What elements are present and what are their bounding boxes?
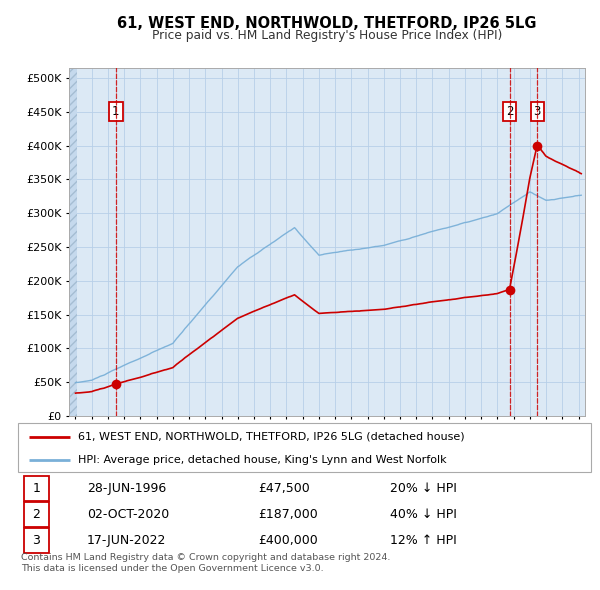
Text: 28-JUN-1996: 28-JUN-1996 — [87, 482, 166, 495]
Text: 2: 2 — [32, 508, 40, 521]
Text: This data is licensed under the Open Government Licence v3.0.: This data is licensed under the Open Gov… — [21, 564, 323, 573]
Text: Contains HM Land Registry data © Crown copyright and database right 2024.: Contains HM Land Registry data © Crown c… — [21, 553, 391, 562]
Text: 61, WEST END, NORTHWOLD, THETFORD, IP26 5LG: 61, WEST END, NORTHWOLD, THETFORD, IP26 … — [117, 16, 537, 31]
Text: £47,500: £47,500 — [259, 482, 310, 495]
Bar — [24, 528, 49, 553]
Text: £400,000: £400,000 — [259, 534, 319, 547]
Text: 3: 3 — [32, 534, 40, 547]
Text: 02-OCT-2020: 02-OCT-2020 — [87, 508, 169, 521]
Text: 40% ↓ HPI: 40% ↓ HPI — [391, 508, 457, 521]
Text: £187,000: £187,000 — [259, 508, 319, 521]
Text: 17-JUN-2022: 17-JUN-2022 — [87, 534, 166, 547]
Bar — [69, 68, 77, 416]
Text: 2: 2 — [506, 105, 513, 118]
Bar — [24, 502, 49, 527]
Text: 20% ↓ HPI: 20% ↓ HPI — [391, 482, 457, 495]
Text: 1: 1 — [32, 482, 40, 495]
Text: HPI: Average price, detached house, King's Lynn and West Norfolk: HPI: Average price, detached house, King… — [78, 455, 447, 465]
Text: 1: 1 — [112, 105, 119, 118]
Text: Price paid vs. HM Land Registry's House Price Index (HPI): Price paid vs. HM Land Registry's House … — [152, 30, 502, 42]
Bar — [24, 476, 49, 501]
Text: 3: 3 — [533, 105, 541, 118]
Text: 12% ↑ HPI: 12% ↑ HPI — [391, 534, 457, 547]
Text: 61, WEST END, NORTHWOLD, THETFORD, IP26 5LG (detached house): 61, WEST END, NORTHWOLD, THETFORD, IP26 … — [78, 432, 465, 442]
